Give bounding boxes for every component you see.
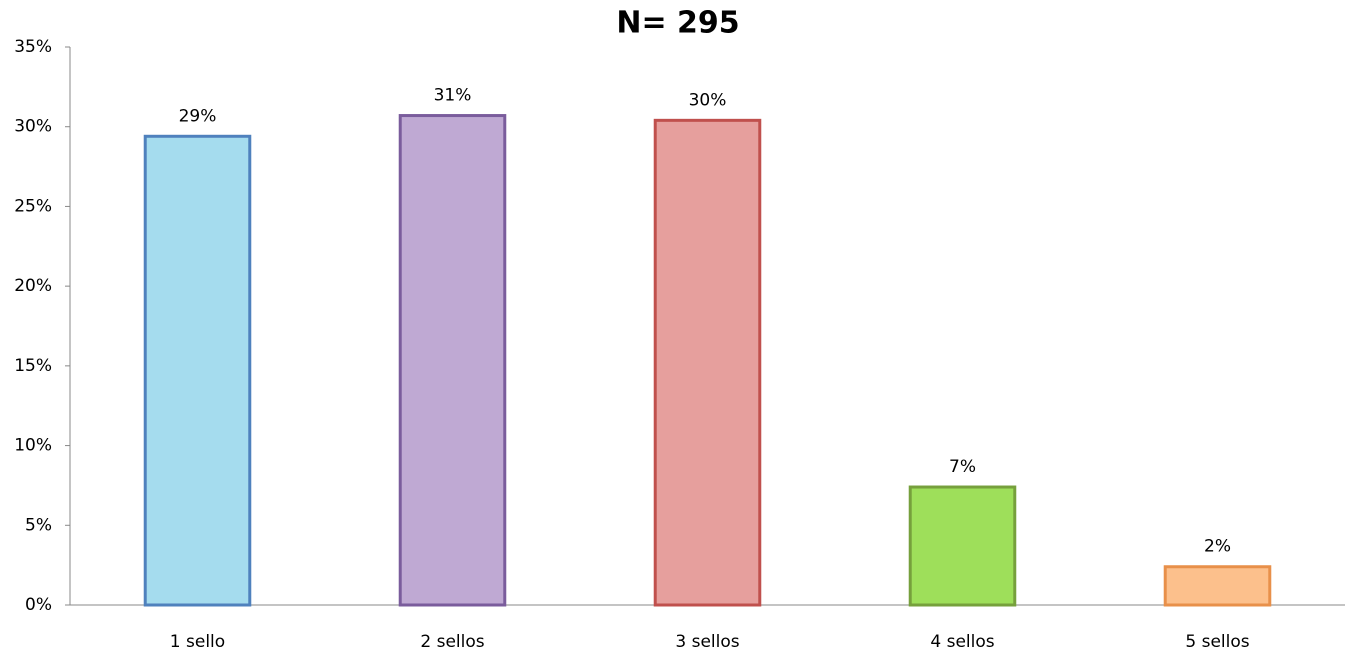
value-label: 29%: [179, 106, 217, 126]
y-tick-label: 15%: [14, 356, 52, 376]
y-tick-label: 5%: [25, 515, 52, 535]
y-tick-label: 10%: [14, 436, 52, 456]
bar: [653, 118, 762, 607]
bar: [1163, 565, 1272, 607]
x-tick-label: 4 sellos: [930, 632, 994, 652]
y-tick-label: 25%: [14, 196, 52, 216]
bar: [143, 134, 252, 607]
x-tick-label: 3 sellos: [675, 632, 739, 652]
y-tick-label: 35%: [14, 37, 52, 57]
x-tick-label: 5 sellos: [1185, 632, 1249, 652]
y-tick-label: 30%: [14, 117, 52, 137]
value-label: 2%: [1204, 537, 1231, 557]
y-tick-label: 0%: [25, 595, 52, 615]
chart-title: N= 295: [616, 6, 739, 41]
bar: [908, 485, 1017, 607]
y-tick-label: 20%: [14, 276, 52, 296]
x-tick-label: 2 sellos: [420, 632, 484, 652]
value-label: 31%: [434, 86, 472, 106]
x-tick-label: 1 sello: [170, 632, 225, 652]
value-label: 7%: [949, 457, 976, 477]
bar: [398, 114, 507, 607]
value-label: 30%: [689, 90, 727, 110]
